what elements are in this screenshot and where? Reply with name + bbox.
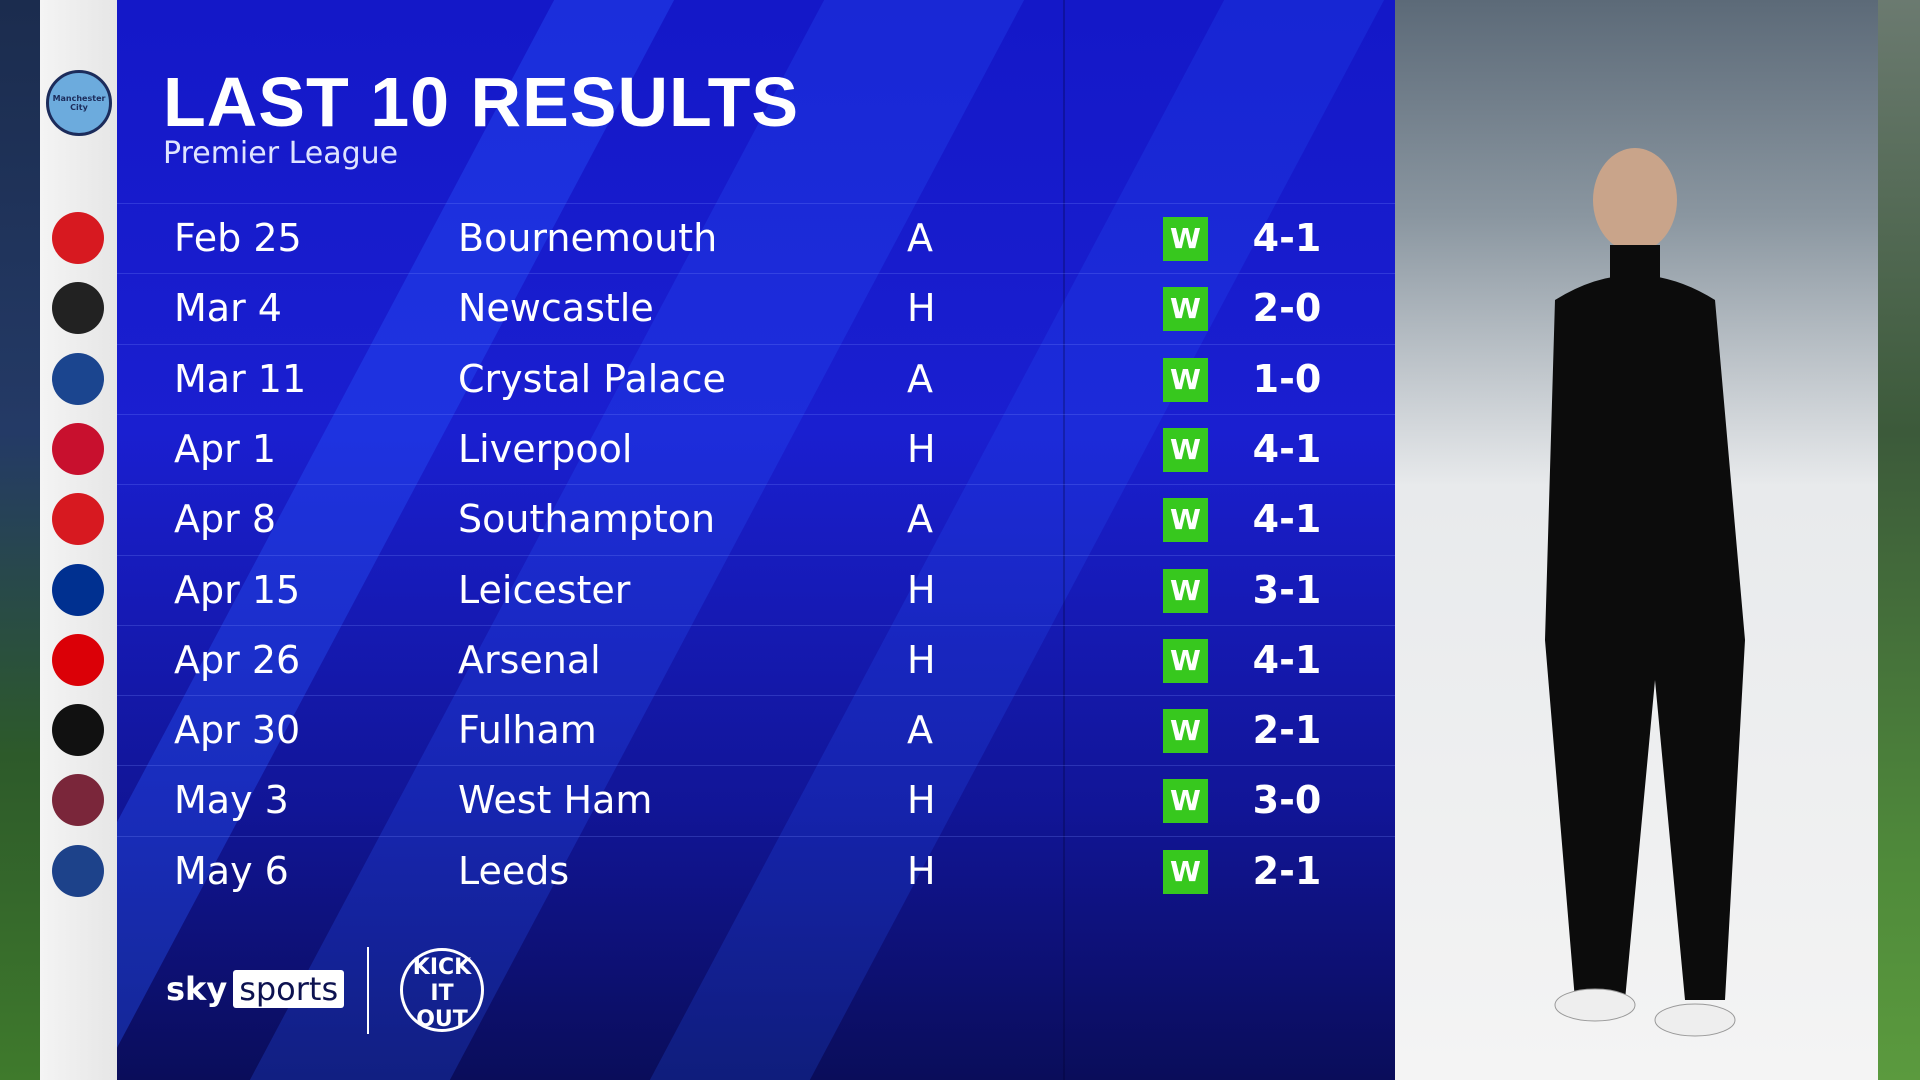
score: 4-1 — [1252, 637, 1322, 682]
match-date: Apr 15 — [174, 567, 301, 612]
result-badge: W — [1163, 568, 1208, 613]
venue: H — [907, 426, 936, 471]
opponent-name: Fulham — [458, 708, 597, 753]
logo-divider — [367, 947, 369, 1034]
match-date: Apr 30 — [174, 708, 301, 753]
opponent-crest-icon — [52, 844, 104, 897]
opponent-crest-icon — [52, 212, 104, 264]
kick-it-out-logo: KICK IT OUT — [400, 948, 484, 1032]
opponent-crest-icon — [52, 633, 104, 686]
venue: A — [907, 216, 933, 260]
opponent-name: Leeds — [458, 848, 570, 893]
man-city-crest-icon: Manchester City — [46, 70, 112, 136]
result-row: Apr 1 Liverpool H W 4-1 — [117, 413, 1395, 484]
match-date: Mar 11 — [174, 356, 307, 401]
match-date: Apr 1 — [174, 426, 276, 471]
opponent-crest-icon — [52, 422, 104, 475]
opponent-name: Crystal Palace — [458, 356, 726, 401]
venue: H — [907, 637, 936, 682]
opponent-name: Newcastle — [458, 286, 654, 331]
result-badge: W — [1163, 709, 1208, 754]
match-date: May 6 — [174, 848, 289, 893]
venue: H — [907, 778, 936, 823]
match-date: May 3 — [174, 778, 289, 823]
venue: A — [907, 497, 933, 542]
opponent-crest-icon — [52, 493, 104, 546]
score: 3-0 — [1252, 778, 1322, 823]
score: 3-1 — [1252, 567, 1322, 612]
venue: A — [907, 356, 933, 401]
result-badge: W — [1163, 357, 1208, 402]
result-row: Apr 30 Fulham A W 2-1 — [117, 695, 1395, 765]
match-date: Apr 26 — [174, 637, 301, 682]
team-name: Manchester City — [52, 94, 106, 112]
stadium-background-right — [1878, 0, 1920, 1080]
result-row: Apr 26 Arsenal H W 4-1 — [117, 624, 1395, 695]
match-date: Mar 4 — [174, 286, 282, 331]
score: 2-1 — [1252, 708, 1322, 753]
result-badge: W — [1163, 779, 1208, 824]
score: 1-0 — [1252, 356, 1322, 401]
result-badge: W — [1163, 638, 1208, 683]
page-title: LAST 10 RESULTS — [163, 63, 800, 141]
result-badge: W — [1163, 849, 1208, 894]
opponent-name: Bournemouth — [458, 216, 718, 260]
result-badge: W — [1163, 498, 1208, 543]
score: 2-0 — [1252, 286, 1322, 331]
opponent-crest-icon — [52, 352, 104, 405]
opponent-name: Leicester — [458, 567, 631, 612]
venue: A — [907, 708, 933, 753]
score: 4-1 — [1252, 426, 1322, 471]
score: 4-1 — [1252, 216, 1322, 260]
result-row: Feb 25 Bournemouth A W 4-1 — [117, 203, 1395, 273]
result-row: Mar 4 Newcastle H W 2-0 — [117, 273, 1395, 343]
panel-divider — [1063, 0, 1065, 1080]
sky-sports-logo: sky sports — [166, 970, 345, 1008]
venue: H — [907, 286, 936, 331]
manager-photo — [1395, 0, 1878, 1080]
opponent-crest-icon — [52, 563, 104, 616]
score: 2-1 — [1252, 848, 1322, 893]
opponent-crest-icon — [52, 704, 104, 757]
result-badge: W — [1163, 217, 1208, 261]
result-badge: W — [1163, 287, 1208, 332]
match-date: Apr 8 — [174, 497, 276, 542]
result-badge: W — [1163, 427, 1208, 472]
result-row: May 3 West Ham H W 3-0 — [117, 765, 1395, 835]
score: 4-1 — [1252, 497, 1322, 542]
opponent-name: Southampton — [458, 497, 716, 542]
opponent-name: Arsenal — [458, 637, 601, 682]
result-row: May 6 Leeds H W 2-1 — [117, 835, 1395, 906]
result-row: Apr 15 Leicester H W 3-1 — [117, 554, 1395, 625]
opponent-name: Liverpool — [458, 426, 633, 471]
competition-subtitle: Premier League — [163, 136, 399, 171]
opponent-name: West Ham — [458, 778, 653, 823]
venue: H — [907, 567, 936, 612]
opponent-crest-icon — [52, 282, 104, 335]
sky-label: sky — [166, 970, 228, 1008]
result-row: Apr 8 Southampton A W 4-1 — [117, 484, 1395, 554]
opponent-crest-icon — [52, 774, 104, 827]
sports-label: sports — [233, 970, 345, 1008]
venue: H — [907, 848, 936, 893]
stadium-background-left — [0, 0, 40, 1080]
match-date: Feb 25 — [174, 216, 302, 260]
result-row: Mar 11 Crystal Palace A W 1-0 — [117, 343, 1395, 414]
